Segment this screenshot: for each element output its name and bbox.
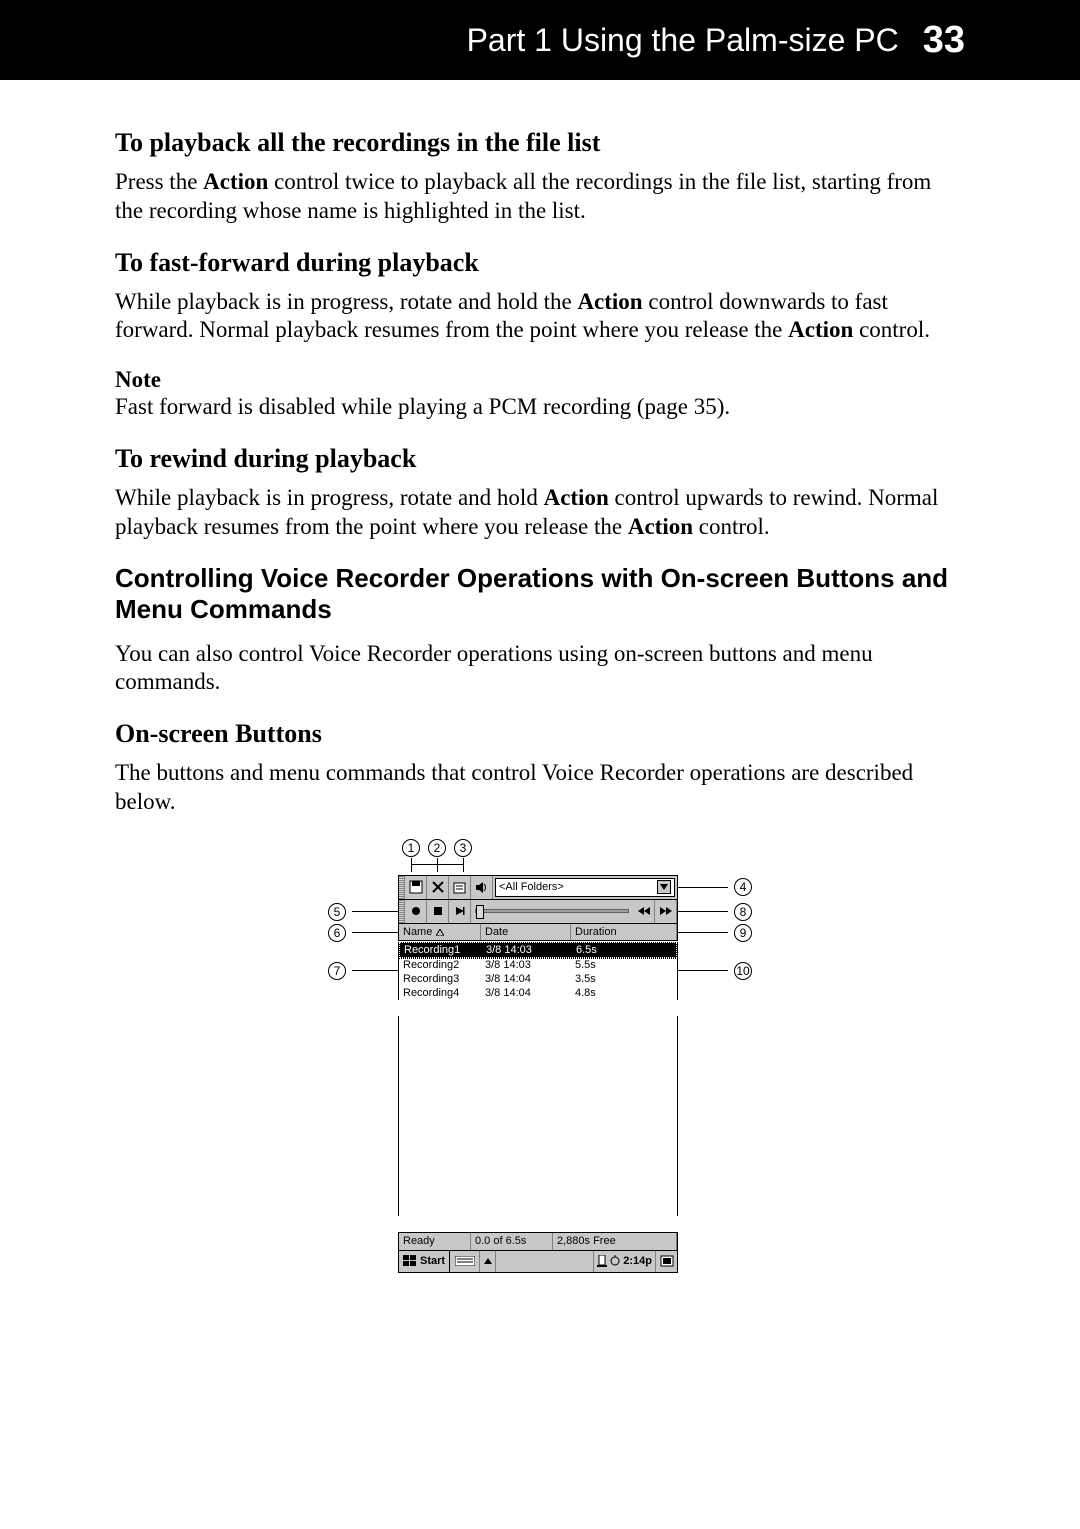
toolbar-playback: [399, 900, 677, 924]
callout-1: 1: [402, 839, 420, 857]
paragraph: While playback is in progress, rotate an…: [115, 288, 965, 346]
column-duration[interactable]: Duration: [571, 924, 677, 940]
stop-button[interactable]: [427, 900, 449, 923]
paragraph: Press the Action control twice to playba…: [115, 168, 965, 226]
page-header: Part 1 Using the Palm-size PC 33: [0, 0, 1080, 80]
file-name: Recording3: [399, 973, 481, 985]
clock: 2:14p: [623, 1255, 652, 1267]
tray-icon[interactable]: [597, 1255, 607, 1267]
callout-7: 7: [328, 962, 346, 980]
file-row[interactable]: Recording43/8 14:044.8s: [399, 986, 677, 1000]
rewind-button[interactable]: [633, 900, 655, 923]
position-slider[interactable]: [471, 900, 633, 923]
column-date[interactable]: Date: [481, 924, 571, 940]
top-callouts: 1 2 3: [398, 839, 752, 875]
file-list-empty-area: [399, 1016, 677, 1216]
taskbar: Start 2:14p: [399, 1250, 677, 1272]
callout-8: 8: [734, 903, 752, 921]
callout-6: 6: [328, 924, 346, 942]
callout-2: 2: [428, 839, 446, 857]
heading-playback-all: To playback all the recordings in the fi…: [115, 128, 965, 158]
delete-icon[interactable]: [427, 876, 449, 899]
column-name[interactable]: Name: [399, 924, 481, 940]
file-name: Recording1: [400, 944, 482, 956]
record-button[interactable]: [405, 900, 427, 923]
folder-label: <All Folders>: [499, 881, 564, 893]
note-label: Note: [115, 367, 965, 393]
paragraph: The buttons and menu commands that contr…: [115, 759, 965, 817]
page-content: To playback all the recordings in the fi…: [0, 80, 1080, 1293]
file-duration: 3.5s: [571, 973, 677, 985]
tray-icon[interactable]: [610, 1255, 620, 1267]
heading-rewind: To rewind during playback: [115, 444, 965, 474]
file-row[interactable]: Recording13/8 14:036.5s: [399, 942, 677, 958]
part-title: Part 1 Using the Palm-size PC: [467, 22, 899, 59]
keyboard-icon[interactable]: [450, 1251, 480, 1272]
callout-4: 4: [734, 878, 752, 896]
speaker-icon[interactable]: [471, 876, 493, 899]
heading-fast-forward: To fast-forward during playback: [115, 248, 965, 278]
file-list: Recording13/8 14:036.5sRecording23/8 14:…: [399, 942, 677, 1000]
file-duration: 6.5s: [572, 944, 676, 956]
file-name: Recording4: [399, 987, 481, 999]
callout-9: 9: [734, 924, 752, 942]
windows-icon: [403, 1255, 417, 1267]
file-date: 3/8 14:04: [481, 973, 571, 985]
file-list-header: Name Date Duration: [399, 924, 677, 941]
system-tray: 2:14p: [593, 1251, 655, 1272]
show-desktop-icon[interactable]: [655, 1251, 677, 1272]
file-date: 3/8 14:03: [481, 959, 571, 971]
status-bar: Ready 0.0 of 6.5s 2,880s Free: [399, 1232, 677, 1250]
file-row[interactable]: Recording23/8 14:035.5s: [399, 958, 677, 972]
status-free: 2,880s Free: [553, 1233, 677, 1250]
voice-recorder-figure: 1 2 3: [115, 839, 965, 1273]
page-number: 33: [923, 19, 965, 62]
paragraph: You can also control Voice Recorder oper…: [115, 640, 965, 698]
file-duration: 5.5s: [571, 959, 677, 971]
sort-asc-icon: [436, 929, 444, 936]
file-name: Recording2: [399, 959, 481, 971]
taskbar-up-icon[interactable]: [480, 1251, 496, 1272]
save-icon[interactable]: [405, 876, 427, 899]
forward-button[interactable]: [655, 900, 677, 923]
file-date: 3/8 14:04: [481, 987, 571, 999]
folder-dropdown[interactable]: <All Folders>: [495, 878, 675, 897]
callout-5: 5: [328, 903, 346, 921]
file-duration: 4.8s: [571, 987, 677, 999]
heading-controlling-voice-recorder: Controlling Voice Recorder Operations wi…: [115, 563, 965, 625]
status-position: 0.0 of 6.5s: [471, 1233, 553, 1250]
heading-onscreen-buttons: On-screen Buttons: [115, 719, 965, 749]
file-date: 3/8 14:03: [482, 944, 572, 956]
start-button[interactable]: Start: [399, 1251, 450, 1272]
callout-3: 3: [454, 839, 472, 857]
play-button[interactable]: [449, 900, 471, 923]
chevron-down-icon[interactable]: [657, 880, 671, 894]
file-row[interactable]: Recording33/8 14:043.5s: [399, 972, 677, 986]
properties-icon[interactable]: [449, 876, 471, 899]
status-state: Ready: [399, 1233, 471, 1250]
callout-10: 10: [734, 962, 752, 980]
note-body: Fast forward is disabled while playing a…: [115, 393, 965, 422]
toolbar-main: <All Folders>: [399, 876, 677, 900]
paragraph: While playback is in progress, rotate an…: [115, 484, 965, 542]
